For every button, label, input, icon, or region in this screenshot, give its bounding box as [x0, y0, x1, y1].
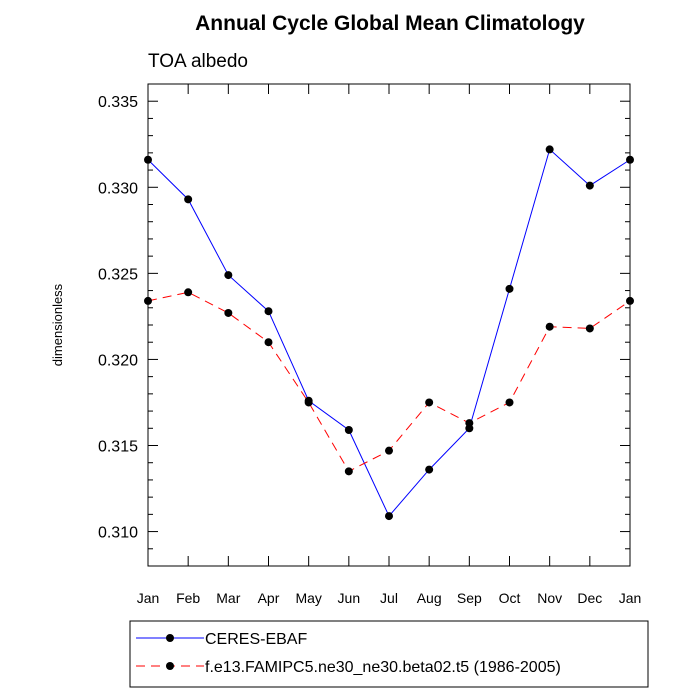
chart-subtitle: TOA albedo [148, 51, 248, 72]
series-1-point [626, 155, 634, 164]
y-tick-label: 0.315 [98, 439, 138, 456]
legend-box [129, 620, 649, 688]
series-2-point [224, 308, 233, 317]
series-2-point [505, 398, 514, 407]
x-tick-label: Jan [137, 590, 160, 606]
y-tick-label: 0.320 [98, 352, 138, 369]
series-line-2 [147, 291, 631, 472]
legend-marker-2 [166, 662, 174, 670]
x-tick-label: Mar [216, 590, 240, 606]
legend-label-1: CERES-EBAF [205, 631, 307, 648]
x-tick-label: Jan [619, 590, 642, 606]
series-2-point [264, 338, 273, 347]
series-2-point [465, 419, 474, 428]
chart-title: Annual Cycle Global Mean Climatology [195, 12, 585, 35]
series-1-point [505, 284, 514, 293]
series-2-point [425, 398, 434, 407]
series-2-point [545, 322, 554, 331]
y-tick-label: 0.310 [98, 525, 138, 542]
x-tick-label: Oct [499, 590, 521, 606]
x-tick-label: Jul [380, 590, 398, 606]
series-layer [144, 145, 634, 521]
series-2-point [184, 288, 193, 297]
y-ticks: 0.310 0.315 0.320 0.325 0.330 0.335 [98, 83, 630, 567]
y-tick-label: 0.330 [98, 180, 138, 197]
x-tick-label: Apr [258, 590, 280, 606]
series-2-point [626, 296, 634, 305]
y-tick-label: 0.335 [98, 94, 138, 111]
legend: CERES-EBAF f.e13.FAMIPC5.ne30_ne30.beta02… [129, 620, 649, 688]
series-1-point [545, 145, 554, 154]
x-tick-label: Dec [577, 590, 602, 606]
series-2-point [344, 467, 353, 476]
series-1-point [144, 155, 152, 164]
y-tick-label: 0.325 [98, 266, 138, 283]
series-1-point [385, 512, 393, 521]
series-2-point [304, 398, 313, 407]
x-tick-label: Nov [537, 590, 562, 606]
series-2-point [144, 296, 152, 305]
series-1-point [184, 195, 193, 204]
series-1-point [264, 307, 273, 316]
x-tick-label: Sep [457, 590, 482, 606]
legend-label-2: f.e13.FAMIPC5.ne30_ne30.beta02.t5 (1986-… [205, 659, 561, 676]
x-tick-label: Aug [417, 590, 442, 606]
x-tick-label: Jun [338, 590, 361, 606]
series-2-point [585, 324, 594, 333]
x-tick-label: May [295, 590, 321, 606]
legend-items: CERES-EBAF f.e13.FAMIPC5.ne30_ne30.beta02… [136, 631, 561, 676]
series-2-point [385, 446, 393, 455]
series-1-point [344, 426, 353, 435]
y-axis-label: dimensionless [50, 283, 65, 366]
x-ticks: Jan Feb Mar Apr May Jun Jul Aug Sep Oct Nov Dec Jan [137, 84, 642, 606]
series-1-point [224, 271, 233, 280]
legend-marker-1 [166, 634, 174, 642]
series-1-point [425, 465, 434, 474]
x-tick-label: Feb [176, 590, 200, 606]
series-line-1 [147, 148, 631, 517]
series-1-point [585, 181, 594, 190]
